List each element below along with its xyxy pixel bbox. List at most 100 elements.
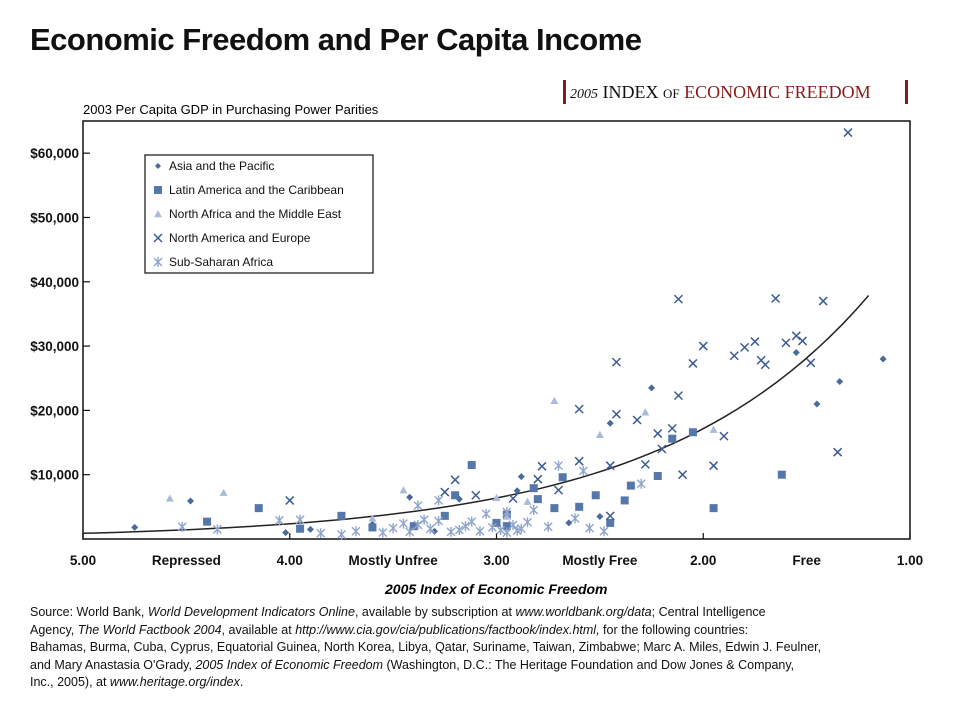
point-asia-and-the-pacific <box>813 400 821 408</box>
point-latin-america-and-the-caribbean <box>709 504 718 513</box>
point-north-america-and-europe <box>771 293 781 304</box>
legend-entry: North America and Europe <box>169 231 311 245</box>
point-latin-america-and-the-caribbean <box>550 504 559 513</box>
point-latin-america-and-the-caribbean <box>409 522 418 531</box>
point-north-africa-and-the-middle-east <box>219 488 228 496</box>
point-north-america-and-europe <box>833 447 843 457</box>
point-latin-america-and-the-caribbean <box>606 518 615 527</box>
point-latin-america-and-the-caribbean <box>529 484 538 493</box>
data-points <box>131 128 887 540</box>
point-asia-and-the-pacific <box>648 384 656 392</box>
point-sub-saharan-africa <box>295 514 305 525</box>
point-sub-saharan-africa <box>177 521 187 532</box>
point-latin-america-and-the-caribbean <box>296 524 305 533</box>
legend-entry: North Africa and the Middle East <box>169 207 342 221</box>
point-sub-saharan-africa <box>487 522 497 533</box>
source-text: and Mary Anastasia O'Grady, <box>30 657 196 672</box>
point-sub-saharan-africa <box>481 508 491 519</box>
point-north-america-and-europe <box>605 461 615 471</box>
point-north-africa-and-the-middle-east <box>165 494 174 502</box>
point-north-america-and-europe <box>653 429 663 439</box>
point-north-africa-and-the-middle-east <box>709 425 718 433</box>
legend-marker <box>155 163 161 169</box>
point-latin-america-and-the-caribbean <box>254 504 263 513</box>
point-north-america-and-europe <box>806 358 816 368</box>
x-tick-label: 1.00 <box>897 553 923 568</box>
source-link: www.worldbank.org/data <box>515 605 652 619</box>
point-north-america-and-europe <box>719 431 729 441</box>
y-tick-label: $50,000 <box>30 210 79 225</box>
point-latin-america-and-the-caribbean <box>337 511 346 520</box>
point-sub-saharan-africa <box>502 527 512 538</box>
point-latin-america-and-the-caribbean <box>575 502 584 511</box>
source-text: Source: World Bank, <box>30 605 148 619</box>
point-sub-saharan-africa <box>570 513 580 524</box>
source-text: , available at <box>221 622 296 637</box>
source-text: Bahamas, Burma, Cuba, Cyprus, Equatorial… <box>30 640 822 654</box>
point-asia-and-the-pacific <box>517 473 525 481</box>
point-asia-and-the-pacific <box>282 529 290 537</box>
point-sub-saharan-africa <box>523 517 533 528</box>
point-sub-saharan-africa <box>434 515 444 526</box>
point-asia-and-the-pacific <box>792 349 800 357</box>
point-latin-america-and-the-caribbean <box>668 434 677 443</box>
point-latin-america-and-the-caribbean <box>203 517 212 526</box>
y-tick-label: $40,000 <box>30 275 79 290</box>
source-text: ; Central Intelligence <box>651 605 766 619</box>
source-link: www.heritage.org/index <box>109 675 240 689</box>
x-tick-label: 2.00 <box>690 553 716 568</box>
point-north-africa-and-the-middle-east <box>492 493 501 502</box>
point-sub-saharan-africa <box>554 460 564 471</box>
point-sub-saharan-africa <box>496 524 506 535</box>
point-latin-america-and-the-caribbean <box>451 491 460 500</box>
y-tick-label: $60,000 <box>30 146 79 161</box>
point-asia-and-the-pacific <box>430 527 438 535</box>
x-category-label: Free <box>792 553 821 568</box>
point-sub-saharan-africa <box>398 518 408 529</box>
point-north-america-and-europe <box>657 444 667 454</box>
point-sub-saharan-africa <box>316 528 326 539</box>
x-tick-label: 5.00 <box>70 553 96 568</box>
point-latin-america-and-the-caribbean <box>688 428 697 437</box>
point-asia-and-the-pacific <box>879 355 887 363</box>
legend-entry: Asia and the Pacific <box>169 159 274 173</box>
trend-line <box>82 295 870 535</box>
point-sub-saharan-africa <box>405 526 415 537</box>
point-sub-saharan-africa <box>425 523 435 534</box>
point-sub-saharan-africa <box>599 526 609 537</box>
legend: Asia and the Pacific Latin America and th… <box>144 154 374 274</box>
point-sub-saharan-africa <box>502 506 512 517</box>
legend-marker <box>154 186 162 194</box>
point-asia-and-the-pacific <box>513 487 521 495</box>
point-north-america-and-europe <box>640 459 650 469</box>
point-north-america-and-europe <box>574 404 584 414</box>
point-north-america-and-europe <box>673 391 683 401</box>
x-tick-label: 3.00 <box>483 553 509 568</box>
point-north-america-and-europe <box>537 461 547 471</box>
point-sub-saharan-africa <box>419 514 429 525</box>
point-sub-saharan-africa <box>475 526 485 537</box>
point-north-africa-and-the-middle-east <box>523 497 532 505</box>
point-north-america-and-europe <box>450 475 460 485</box>
point-latin-america-and-the-caribbean <box>591 491 600 500</box>
source-text: Inc., 2005), at <box>30 675 110 689</box>
source-text: . <box>239 675 244 689</box>
point-north-america-and-europe <box>605 511 615 521</box>
point-sub-saharan-africa <box>529 505 539 516</box>
point-latin-america-and-the-caribbean <box>368 523 377 532</box>
point-asia-and-the-pacific <box>836 377 844 385</box>
point-north-africa-and-the-middle-east <box>641 408 650 416</box>
point-sub-saharan-africa <box>274 515 284 526</box>
legend-marker <box>153 233 163 243</box>
point-latin-america-and-the-caribbean <box>533 495 542 504</box>
source-title: The World Factbook 2004 <box>77 622 222 637</box>
legend-entry: Latin America and the Caribbean <box>169 183 344 197</box>
point-north-america-and-europe <box>553 485 564 495</box>
point-sub-saharan-africa <box>454 524 464 535</box>
source-text: , available by subscription at <box>354 605 516 619</box>
point-north-america-and-europe <box>632 415 642 425</box>
point-sub-saharan-africa <box>446 526 456 537</box>
point-north-america-and-europe <box>818 296 828 306</box>
point-north-america-and-europe <box>574 456 584 466</box>
brand-logo: 2005 INDEX OF ECONOMIC FREEDOM <box>563 80 908 104</box>
